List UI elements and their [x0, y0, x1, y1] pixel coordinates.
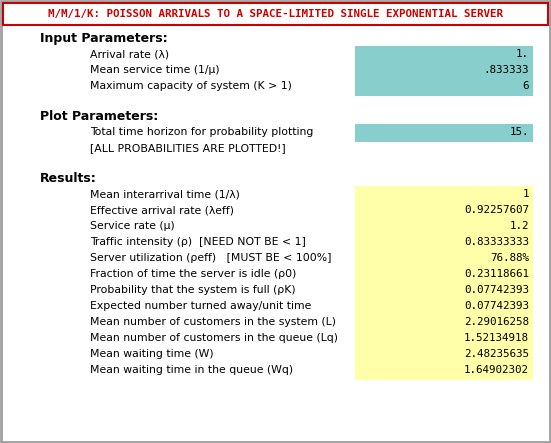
- Text: Mean service time (1/μ): Mean service time (1/μ): [90, 65, 220, 75]
- FancyBboxPatch shape: [355, 186, 533, 380]
- Text: Service rate (μ): Service rate (μ): [90, 221, 175, 231]
- Text: Probability that the system is full (ρK): Probability that the system is full (ρK): [90, 285, 296, 295]
- Text: Server utilization (ρeff)   [MUST BE < 100%]: Server utilization (ρeff) [MUST BE < 100…: [90, 253, 332, 263]
- Text: Mean waiting time (W): Mean waiting time (W): [90, 349, 214, 359]
- Text: 1.2: 1.2: [510, 221, 529, 231]
- Text: Effective arrival rate (λeff): Effective arrival rate (λeff): [90, 205, 234, 215]
- Text: Total time horizon for probability plotting: Total time horizon for probability plott…: [90, 127, 314, 137]
- Text: Mean number of customers in the queue (Lq): Mean number of customers in the queue (L…: [90, 333, 338, 343]
- Text: Arrival rate (λ): Arrival rate (λ): [90, 49, 169, 59]
- Text: 1: 1: [522, 189, 529, 199]
- Text: 6: 6: [522, 81, 529, 91]
- Text: Traffic intensity (ρ)  [NEED NOT BE < 1]: Traffic intensity (ρ) [NEED NOT BE < 1]: [90, 237, 306, 247]
- Text: 1.64902302: 1.64902302: [464, 365, 529, 375]
- Text: Fraction of time the server is idle (ρ0): Fraction of time the server is idle (ρ0): [90, 269, 296, 279]
- Text: Input Parameters:: Input Parameters:: [40, 32, 168, 45]
- Text: Expected number turned away/unit time: Expected number turned away/unit time: [90, 301, 311, 311]
- Text: Mean waiting time in the queue (Wq): Mean waiting time in the queue (Wq): [90, 365, 293, 375]
- FancyBboxPatch shape: [355, 124, 533, 142]
- Text: 0.07742393: 0.07742393: [464, 301, 529, 311]
- Text: Maximum capacity of system (K > 1): Maximum capacity of system (K > 1): [90, 81, 292, 91]
- Text: 2.48235635: 2.48235635: [464, 349, 529, 359]
- Text: 0.23118661: 0.23118661: [464, 269, 529, 279]
- Text: .833333: .833333: [483, 65, 529, 75]
- Text: 0.83333333: 0.83333333: [464, 237, 529, 247]
- Text: Results:: Results:: [40, 172, 97, 185]
- Text: Plot Parameters:: Plot Parameters:: [40, 110, 158, 123]
- Text: [ALL PROBABILITIES ARE PLOTTED!]: [ALL PROBABILITIES ARE PLOTTED!]: [90, 143, 286, 153]
- FancyBboxPatch shape: [3, 3, 548, 25]
- Text: Mean number of customers in the system (L): Mean number of customers in the system (…: [90, 317, 336, 327]
- Text: 2.29016258: 2.29016258: [464, 317, 529, 327]
- FancyBboxPatch shape: [355, 46, 533, 96]
- Text: 0.07742393: 0.07742393: [464, 285, 529, 295]
- Text: 0.92257607: 0.92257607: [464, 205, 529, 215]
- Text: 1.: 1.: [516, 49, 529, 59]
- Text: M/M/1/K: POISSON ARRIVALS TO A SPACE-LIMITED SINGLE EXPONENTIAL SERVER: M/M/1/K: POISSON ARRIVALS TO A SPACE-LIM…: [48, 9, 503, 19]
- Text: 15.: 15.: [510, 127, 529, 137]
- Text: 76.88%: 76.88%: [490, 253, 529, 263]
- Text: Mean interarrival time (1/λ): Mean interarrival time (1/λ): [90, 189, 240, 199]
- Text: 1.52134918: 1.52134918: [464, 333, 529, 343]
